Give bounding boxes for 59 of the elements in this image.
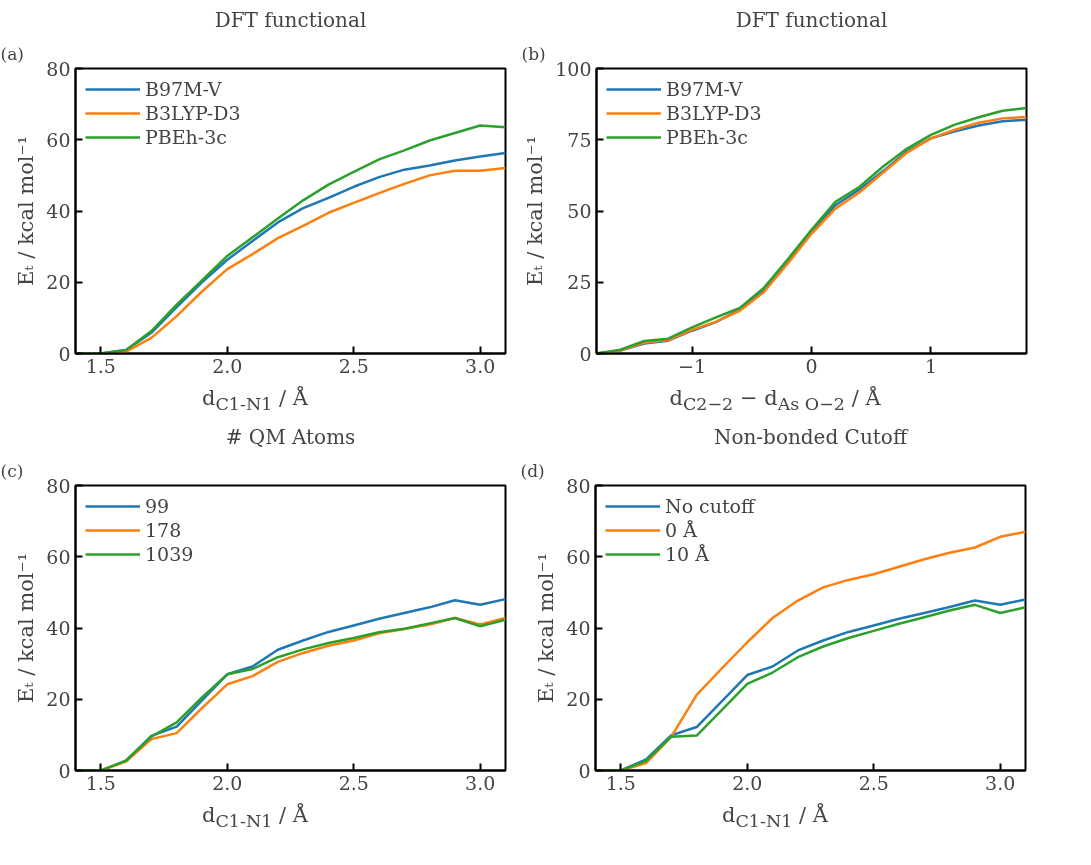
- x-tick-label: 2.0: [212, 354, 243, 377]
- y-tick-label: 80: [46, 57, 71, 80]
- y-tick-label: 80: [566, 474, 591, 497]
- x-tick-label: 0: [805, 354, 818, 377]
- x-tick-label: 1.5: [85, 771, 116, 794]
- y-axis-title: Eₜ / kcal mol⁻¹: [14, 135, 39, 287]
- legend-label: 0 Å: [665, 519, 697, 541]
- y-tick-label: 80: [46, 474, 71, 497]
- text: (c): [0, 460, 24, 481]
- y-tick-label: 100: [555, 57, 592, 80]
- legend-label: 10 Å: [665, 543, 709, 565]
- chart-title: # QM Atoms: [225, 424, 356, 449]
- x-tick-label: 2.5: [338, 354, 369, 377]
- text: (d): [520, 460, 545, 481]
- x-tick-label: −1: [678, 354, 707, 377]
- chart-title: DFT functional: [214, 7, 367, 32]
- x-tick-label: 2.5: [338, 771, 369, 794]
- text: (a): [0, 43, 24, 64]
- x-tick-label: 3.0: [465, 354, 496, 377]
- legend-label: No cutoff: [665, 495, 755, 517]
- y-tick-label: 60: [46, 545, 71, 568]
- y-tick-label: 75: [567, 128, 592, 151]
- y-axis-title: Eₜ / kcal mol⁻¹: [14, 552, 39, 704]
- y-tick-label: 50: [567, 200, 592, 222]
- x-tick-label: 3.0: [465, 771, 496, 794]
- text: (b): [521, 43, 546, 64]
- chart-title: Non-bonded Cutoff: [713, 424, 909, 449]
- y-tick-label: 20: [46, 271, 71, 294]
- chart-title: DFT functional: [735, 7, 888, 32]
- legend-label: PBEh-3c: [666, 126, 749, 148]
- legend-label: B3LYP-D3: [145, 102, 241, 124]
- legend-label: PBEh-3c: [145, 126, 228, 148]
- y-tick-label: 40: [46, 200, 71, 222]
- legend-label: 178: [145, 519, 182, 541]
- x-axis-title: d$_{C1-N1}$ / Å: [201, 385, 309, 417]
- legend-label: 99: [145, 495, 170, 517]
- x-tick-label: 1.5: [605, 771, 636, 794]
- x-tick-label: 3.0: [985, 771, 1016, 794]
- y-tick-label: 40: [566, 617, 591, 639]
- y-tick-label: 25: [567, 271, 592, 294]
- x-tick-label: 2.5: [858, 771, 889, 794]
- y-tick-label: 60: [46, 128, 71, 151]
- y-tick-label: 60: [566, 545, 591, 568]
- legend-label: B97M-V: [145, 78, 222, 100]
- x-axis-title: d$_{C1-N1}$ / Å: [201, 802, 309, 834]
- legend-label: 1039: [145, 543, 194, 565]
- x-tick-label: 2.0: [212, 771, 243, 794]
- x-axis-title: d$_{C2−2}$ − d$_{As O−2}$ / Å: [668, 385, 882, 417]
- x-tick-label: 1.5: [85, 354, 116, 377]
- y-tick-label: 20: [566, 688, 591, 711]
- x-tick-label: 1: [924, 354, 937, 377]
- y-tick-label: 20: [46, 688, 71, 711]
- x-tick-label: 2.0: [732, 771, 763, 794]
- y-tick-label: 40: [46, 617, 71, 639]
- x-axis-title: d$_{C1-N1}$ / Å: [721, 802, 829, 834]
- legend-label: B3LYP-D3: [666, 102, 762, 124]
- y-axis-title: Eₜ / kcal mol⁻¹: [523, 135, 548, 287]
- y-axis-title: Eₜ / kcal mol⁻¹: [534, 552, 559, 704]
- legend-label: B97M-V: [666, 78, 743, 100]
